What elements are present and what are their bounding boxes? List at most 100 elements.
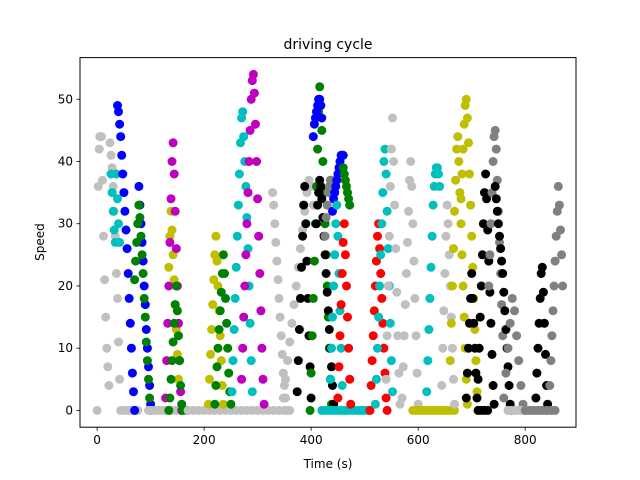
data-point <box>427 231 437 241</box>
data-point <box>141 325 151 334</box>
data-point <box>306 393 316 403</box>
data-point <box>389 157 398 166</box>
data-point <box>486 219 496 229</box>
data-point <box>165 237 175 247</box>
data-point <box>392 287 402 297</box>
data-point <box>176 387 186 397</box>
data-point <box>114 337 123 347</box>
data-point <box>231 262 241 272</box>
data-point <box>404 206 413 216</box>
data-point <box>275 312 285 322</box>
data-point <box>205 374 214 384</box>
data-point <box>100 275 110 285</box>
data-point <box>491 194 501 204</box>
data-point <box>113 293 122 303</box>
data-point <box>370 399 380 409</box>
data-point <box>305 405 315 415</box>
data-point <box>291 281 301 291</box>
data-point <box>232 231 242 241</box>
data-point <box>268 188 278 198</box>
data-point <box>333 393 343 403</box>
data-point <box>114 107 123 117</box>
data-point <box>497 256 507 266</box>
data-point <box>295 293 305 303</box>
data-point <box>315 82 325 92</box>
data-point <box>426 262 436 272</box>
data-point <box>550 405 560 415</box>
data-point <box>365 405 375 415</box>
data-point <box>490 125 500 135</box>
x-tick-label: 400 <box>300 433 323 447</box>
data-point <box>376 269 386 278</box>
data-point <box>500 306 510 316</box>
data-point <box>257 343 267 353</box>
data-point <box>329 281 339 291</box>
data-point <box>228 356 238 366</box>
x-tick-label: 0 <box>93 433 101 447</box>
data-point <box>259 399 269 409</box>
data-point <box>383 244 393 254</box>
data-point <box>306 368 316 378</box>
data-point <box>127 368 137 378</box>
data-point <box>467 269 477 278</box>
data-point <box>215 306 225 316</box>
data-point <box>548 306 558 316</box>
data-point <box>465 169 474 179</box>
data-point <box>249 88 259 98</box>
data-point <box>245 125 255 135</box>
data-point <box>450 405 459 415</box>
data-point <box>533 343 543 353</box>
data-point <box>130 275 140 285</box>
data-point <box>401 269 411 278</box>
plot-frame <box>79 57 577 428</box>
data-point <box>144 374 153 384</box>
data-point <box>135 213 145 222</box>
data-point <box>256 306 266 316</box>
data-point <box>308 293 318 303</box>
data-point <box>450 206 459 216</box>
data-point <box>269 200 279 210</box>
data-point <box>164 262 174 272</box>
data-point <box>371 374 381 384</box>
data-point <box>550 256 560 266</box>
data-point <box>499 393 509 403</box>
data-point <box>461 94 471 104</box>
data-point <box>312 219 321 229</box>
data-point <box>471 356 481 366</box>
data-point <box>109 225 119 235</box>
data-point <box>476 281 486 291</box>
data-point <box>244 157 254 166</box>
data-point <box>246 356 256 366</box>
data-point <box>553 181 563 191</box>
data-point <box>406 157 416 166</box>
data-point <box>466 200 476 210</box>
data-point <box>449 374 458 384</box>
data-point <box>308 132 318 142</box>
data-point <box>98 175 107 185</box>
data-point <box>289 300 299 310</box>
data-point <box>307 331 317 341</box>
data-point <box>318 157 328 166</box>
data-point <box>531 393 541 403</box>
data-point <box>136 231 146 241</box>
data-point <box>439 306 449 316</box>
data-point <box>320 250 330 260</box>
data-point <box>475 312 485 322</box>
data-point <box>134 181 144 191</box>
data-point <box>456 194 466 204</box>
data-point <box>213 343 223 353</box>
data-point <box>241 250 251 260</box>
data-point <box>435 181 445 191</box>
data-point <box>239 132 249 142</box>
data-point <box>447 343 457 353</box>
data-point <box>166 374 176 384</box>
data-point <box>487 349 497 359</box>
data-point <box>242 219 252 229</box>
data-point <box>549 281 559 291</box>
data-point <box>175 356 184 366</box>
data-point <box>462 368 472 378</box>
data-point <box>317 113 327 123</box>
data-point <box>496 244 506 254</box>
data-point <box>451 175 461 185</box>
data-point <box>237 374 247 384</box>
